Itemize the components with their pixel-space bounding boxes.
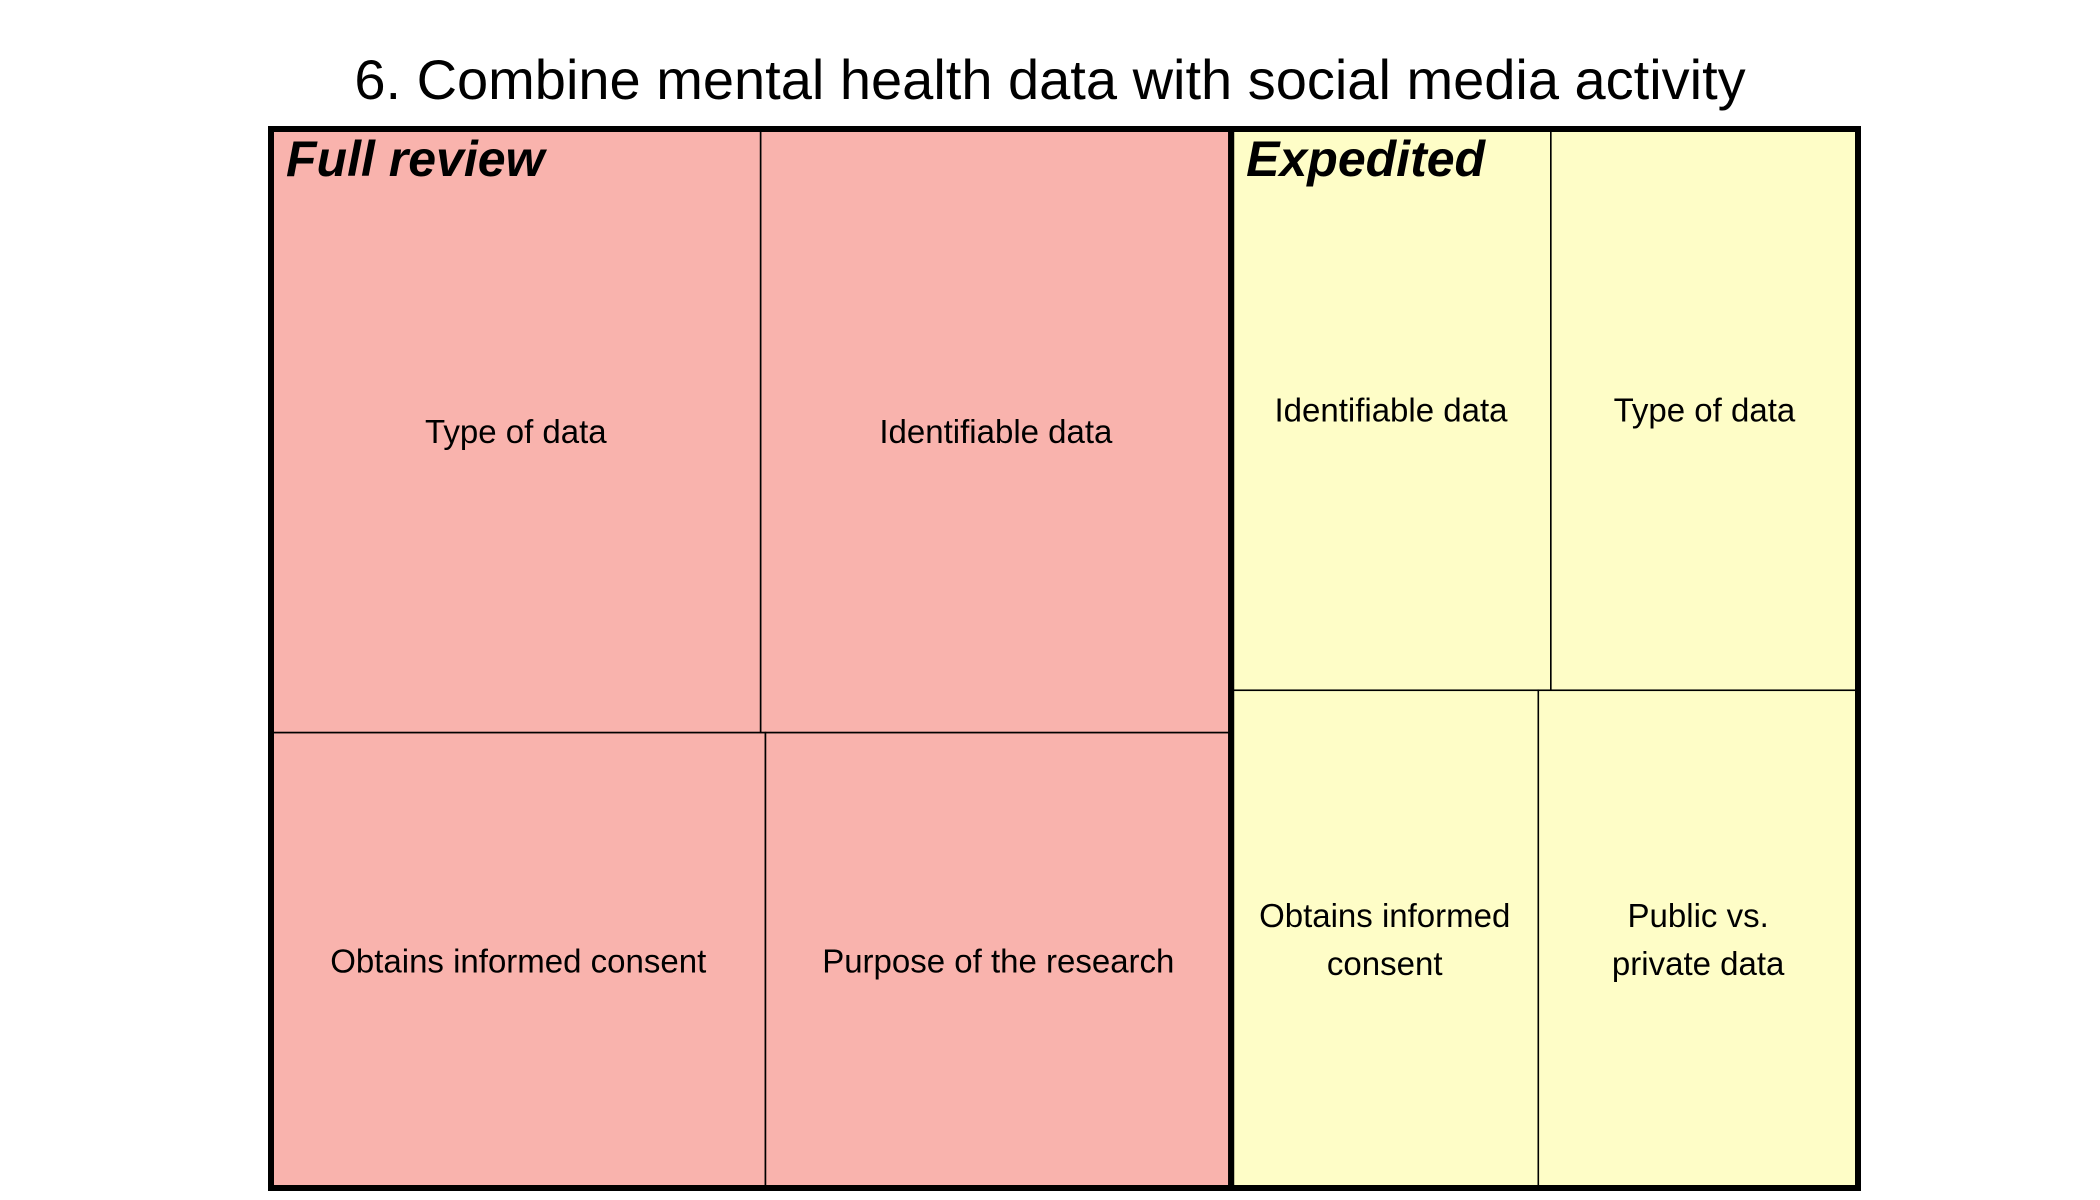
treemap-cell [1537,689,1859,1189]
treemap-cell-label: Identifiable data [1274,391,1508,428]
treemap-cell-label: Obtains informed consent [1259,897,1510,982]
treemap-cell-label: Identifiable data [879,412,1113,449]
treemap-group-label: Full review [286,131,548,187]
chart-title: 6. Combine mental health data with socia… [354,48,1746,111]
treemap-cell [270,731,767,1189]
treemap-cell-label: Type of data [425,412,607,449]
treemap-cell-label: Obtains informed consent [330,942,706,979]
treemap-cell-label: Purpose of the research [822,942,1174,979]
treemap-group-label: Expedited [1246,131,1486,187]
treemap-cell [270,128,762,734]
treemap-cell [764,731,1232,1189]
treemap-cell-label: Type of data [1614,391,1796,428]
treemap-cell-label: Public vs. private data [1612,897,1785,982]
treemap-group-border [1228,126,1861,1191]
treemap-cell [1550,128,1859,692]
treemap-cell [1230,689,1540,1189]
